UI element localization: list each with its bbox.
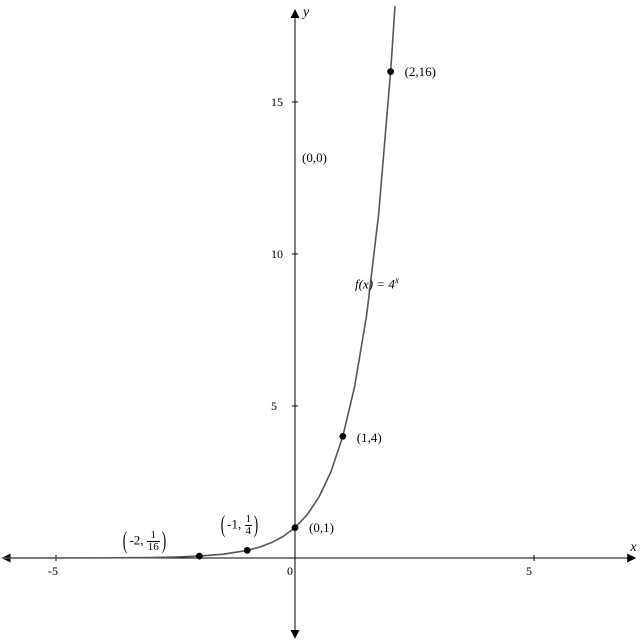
point-label: (1,4) — [357, 430, 382, 446]
data-point — [339, 433, 346, 440]
point-label: (2,16) — [405, 64, 436, 80]
data-point — [387, 68, 394, 75]
extra-label: (0,0) — [302, 150, 327, 166]
point-label: (-2, 116) — [121, 530, 167, 553]
point-label-x: -2 — [129, 533, 140, 548]
chart-svg — [0, 0, 644, 644]
point-label: (-1, 14) — [219, 514, 260, 537]
y-tick-label: 5 — [271, 399, 277, 414]
x-tick-label: -5 — [48, 564, 58, 579]
function-label: f(x) = 4x — [355, 275, 399, 292]
exponential-curve — [3, 7, 394, 558]
x-axis-label: x — [630, 540, 636, 556]
point-label-x: -1 — [227, 517, 238, 532]
y-tick-label: 10 — [271, 247, 283, 262]
data-point — [292, 524, 299, 531]
data-point — [196, 553, 203, 560]
y-axis-label: y — [303, 5, 309, 21]
x-tick-label: 5 — [526, 564, 532, 579]
data-point — [244, 547, 251, 554]
chart-container: y x -5 0 5 5 10 15 f(x) = 4x (-2, 116) (-1, 14) (0,… — [0, 0, 644, 644]
x-tick-label: 0 — [287, 564, 293, 579]
y-tick-label: 15 — [271, 95, 283, 110]
point-label: (0,1) — [309, 520, 334, 536]
